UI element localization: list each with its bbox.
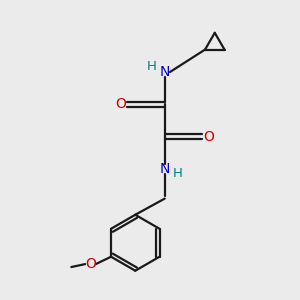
Text: O: O	[85, 257, 96, 271]
Text: O: O	[203, 130, 214, 144]
Text: H: H	[173, 167, 183, 180]
Text: O: O	[115, 98, 126, 111]
Text: N: N	[160, 65, 170, 79]
Text: N: N	[160, 162, 170, 176]
Text: H: H	[146, 60, 156, 73]
